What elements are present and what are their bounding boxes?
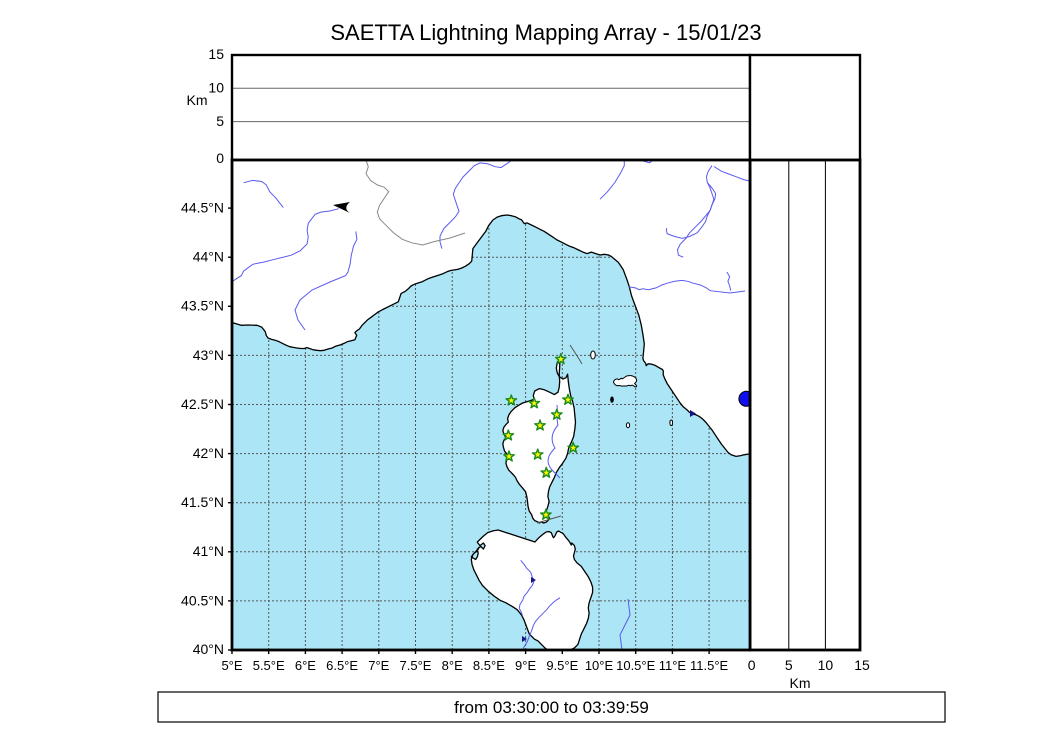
svg-text:11.5°E: 11.5°E	[690, 658, 729, 673]
svg-text:Km: Km	[187, 92, 208, 108]
svg-text:6.5°E: 6.5°E	[326, 658, 358, 673]
svg-text:8°E: 8°E	[442, 658, 463, 673]
svg-text:43°N: 43°N	[193, 347, 224, 363]
svg-text:10: 10	[208, 80, 224, 96]
svg-text:0: 0	[748, 657, 756, 673]
svg-text:15: 15	[208, 46, 224, 62]
svg-text:from 03:30:00 to 03:39:59: from 03:30:00 to 03:39:59	[454, 698, 649, 717]
svg-text:5.5°E: 5.5°E	[253, 658, 285, 673]
svg-text:7.5°E: 7.5°E	[400, 658, 432, 673]
svg-text:40°N: 40°N	[193, 641, 224, 657]
svg-text:41°N: 41°N	[193, 543, 224, 559]
svg-text:42.5°N: 42.5°N	[181, 396, 224, 412]
svg-text:5: 5	[785, 657, 793, 673]
svg-text:7°E: 7°E	[368, 658, 389, 673]
svg-text:15: 15	[854, 657, 870, 673]
svg-text:5°E: 5°E	[221, 658, 242, 673]
svg-text:0: 0	[216, 150, 224, 166]
svg-text:6°E: 6°E	[295, 658, 316, 673]
svg-text:11°E: 11°E	[659, 658, 687, 673]
svg-text:41.5°N: 41.5°N	[181, 494, 224, 510]
svg-text:44°N: 44°N	[193, 249, 224, 265]
svg-text:44.5°N: 44.5°N	[181, 200, 224, 216]
svg-text:10: 10	[818, 657, 834, 673]
svg-text:43.5°N: 43.5°N	[181, 298, 224, 314]
svg-text:9°E: 9°E	[515, 658, 536, 673]
svg-text:10°E: 10°E	[585, 658, 614, 673]
svg-text:10.5°E: 10.5°E	[616, 658, 656, 673]
svg-text:42°N: 42°N	[193, 445, 224, 461]
svg-text:9.5°E: 9.5°E	[546, 658, 578, 673]
svg-text:5: 5	[216, 113, 224, 129]
svg-text:Km: Km	[790, 675, 811, 691]
svg-text:40.5°N: 40.5°N	[181, 592, 224, 608]
svg-text:8.5°E: 8.5°E	[473, 658, 505, 673]
